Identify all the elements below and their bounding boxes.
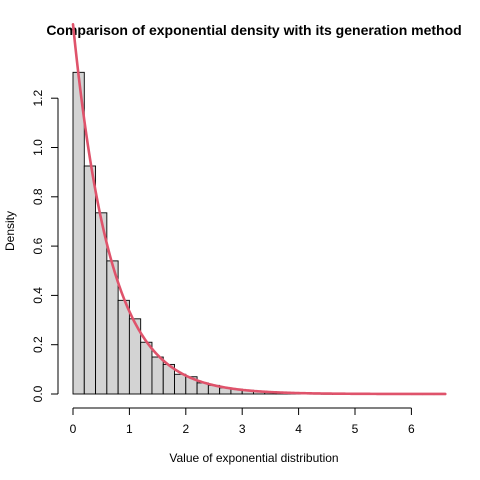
y-tick-label: 0.8 bbox=[31, 188, 45, 205]
density-curve-group bbox=[71, 22, 447, 396]
histogram-bar bbox=[72, 71, 85, 395]
x-tick-label: 6 bbox=[408, 422, 415, 436]
y-tick-label: 0.0 bbox=[31, 385, 45, 402]
x-tick-label: 3 bbox=[239, 422, 246, 436]
histogram-bar bbox=[174, 373, 187, 395]
x-tick-label: 4 bbox=[295, 422, 302, 436]
x-axis-label: Value of exponential distribution bbox=[169, 451, 338, 465]
x-tick-label: 0 bbox=[70, 422, 77, 436]
x-tick-label: 1 bbox=[126, 422, 133, 436]
x-axis: 0 1 2 3 4 5 6 bbox=[70, 407, 415, 436]
y-tick-label: 0.6 bbox=[31, 237, 45, 254]
y-axis: 0.0 0.2 0.4 0.6 0.8 1.0 1.2 bbox=[31, 90, 59, 402]
x-tick-label: 2 bbox=[182, 422, 189, 436]
x-tick-label: 5 bbox=[352, 422, 359, 436]
chart-title: Comparison of exponential density with i… bbox=[46, 22, 461, 38]
y-tick-label: 0.2 bbox=[31, 336, 45, 353]
y-axis-label: Density bbox=[3, 211, 17, 251]
histogram-bar bbox=[117, 299, 130, 395]
histogram-bar bbox=[83, 165, 97, 395]
y-tick-label: 0.4 bbox=[31, 287, 45, 304]
histogram-bar bbox=[151, 356, 164, 395]
histogram-bars bbox=[72, 71, 446, 396]
histogram-bar bbox=[140, 341, 153, 395]
density-curve bbox=[71, 22, 447, 396]
y-tick-label: 1.2 bbox=[31, 90, 45, 107]
y-tick-label: 1.0 bbox=[31, 139, 45, 156]
